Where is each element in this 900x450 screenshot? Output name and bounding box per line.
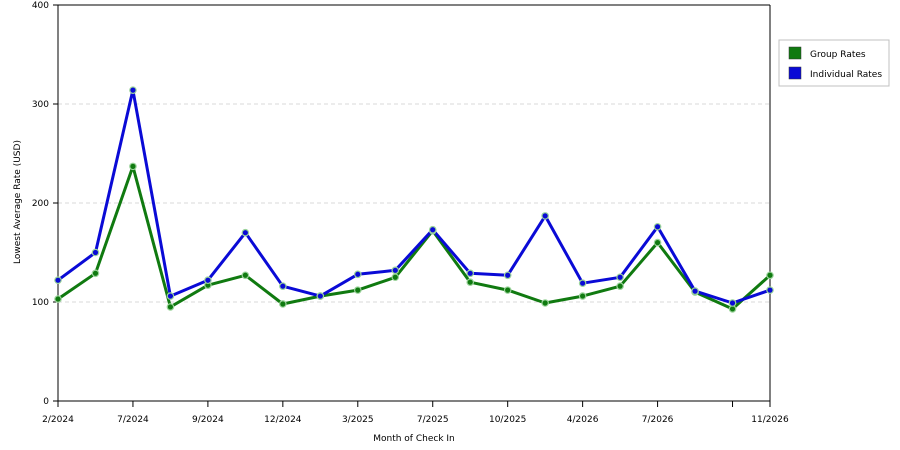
x-axis-title: Month of Check In bbox=[373, 434, 455, 444]
data-point-group-rates[interactable] bbox=[353, 286, 362, 294]
data-point-group-rates[interactable] bbox=[91, 269, 100, 278]
data-point-group-rates[interactable] bbox=[54, 295, 62, 303]
data-point-individual-rates[interactable] bbox=[766, 286, 774, 294]
data-point-group-rates[interactable] bbox=[541, 299, 549, 307]
data-point-group-rates[interactable] bbox=[241, 271, 250, 280]
axes: 0 100 200 300 400 2/2024 7/2024 9/2024 12/2024 3/… bbox=[32, 1, 789, 425]
data-point-individual-rates[interactable] bbox=[166, 292, 175, 300]
data-point-individual-rates[interactable] bbox=[129, 86, 137, 94]
data-point-individual-rates[interactable] bbox=[728, 299, 737, 307]
y-tick-label: 0 bbox=[43, 397, 49, 407]
series-lines bbox=[54, 86, 774, 313]
y-tick-label: 100 bbox=[32, 298, 49, 308]
x-tick-label: 2/2024 bbox=[42, 415, 74, 425]
legend-label: Group Rates bbox=[810, 50, 866, 60]
data-point-group-rates[interactable] bbox=[653, 238, 662, 247]
data-point-individual-rates[interactable] bbox=[279, 282, 287, 290]
data-point-individual-rates[interactable] bbox=[54, 276, 62, 285]
data-point-individual-rates[interactable] bbox=[316, 292, 325, 300]
data-point-group-rates[interactable] bbox=[766, 271, 774, 280]
x-tick-label: 7/2024 bbox=[117, 415, 149, 425]
data-point-individual-rates[interactable] bbox=[616, 273, 624, 282]
x-tick-label: 10/2025 bbox=[489, 415, 526, 425]
data-point-individual-rates[interactable] bbox=[503, 271, 512, 280]
y-tick-label: 300 bbox=[32, 100, 49, 110]
data-point-individual-rates[interactable] bbox=[353, 270, 362, 279]
y-tick-label: 200 bbox=[32, 199, 49, 209]
x-tick-label: 4/2026 bbox=[567, 415, 599, 425]
data-point-group-rates[interactable] bbox=[466, 278, 475, 287]
data-point-individual-rates[interactable] bbox=[653, 222, 662, 231]
data-point-group-rates[interactable] bbox=[578, 292, 587, 300]
legend: Group Rates Individual Rates bbox=[778, 39, 890, 87]
legend-swatch bbox=[788, 66, 802, 80]
data-point-individual-rates[interactable] bbox=[691, 287, 699, 295]
x-tick-label: 12/2024 bbox=[264, 415, 302, 425]
data-point-individual-rates[interactable] bbox=[91, 248, 100, 257]
data-point-group-rates[interactable] bbox=[129, 162, 137, 171]
x-tick-label: 3/2025 bbox=[342, 415, 374, 425]
data-point-individual-rates[interactable] bbox=[428, 225, 437, 234]
data-point-individual-rates[interactable] bbox=[204, 276, 212, 285]
data-point-group-rates[interactable] bbox=[279, 300, 287, 308]
x-tick-label: 7/2026 bbox=[642, 415, 674, 425]
x-tick-label: 9/2024 bbox=[192, 415, 224, 425]
legend-label: Individual Rates bbox=[810, 70, 882, 80]
series-line-group-rates bbox=[57, 164, 772, 311]
legend-swatch bbox=[788, 46, 802, 60]
data-point-individual-rates[interactable] bbox=[541, 212, 549, 220]
series-line-individual-rates bbox=[57, 88, 771, 305]
y-tick-label: 400 bbox=[32, 1, 49, 11]
x-tick-label: 7/2025 bbox=[417, 415, 449, 425]
data-point-group-rates[interactable] bbox=[503, 286, 512, 294]
data-point-individual-rates[interactable] bbox=[466, 269, 475, 278]
data-point-individual-rates[interactable] bbox=[241, 228, 250, 237]
data-point-individual-rates[interactable] bbox=[391, 266, 400, 275]
y-axis-title: Lowest Average Rate (USD) bbox=[13, 140, 23, 264]
x-tick-label: 11/2026 bbox=[751, 415, 789, 425]
data-point-group-rates[interactable] bbox=[391, 273, 400, 282]
data-point-group-rates[interactable] bbox=[166, 303, 175, 311]
data-point-group-rates[interactable] bbox=[616, 282, 624, 290]
data-point-individual-rates[interactable] bbox=[578, 279, 587, 287]
